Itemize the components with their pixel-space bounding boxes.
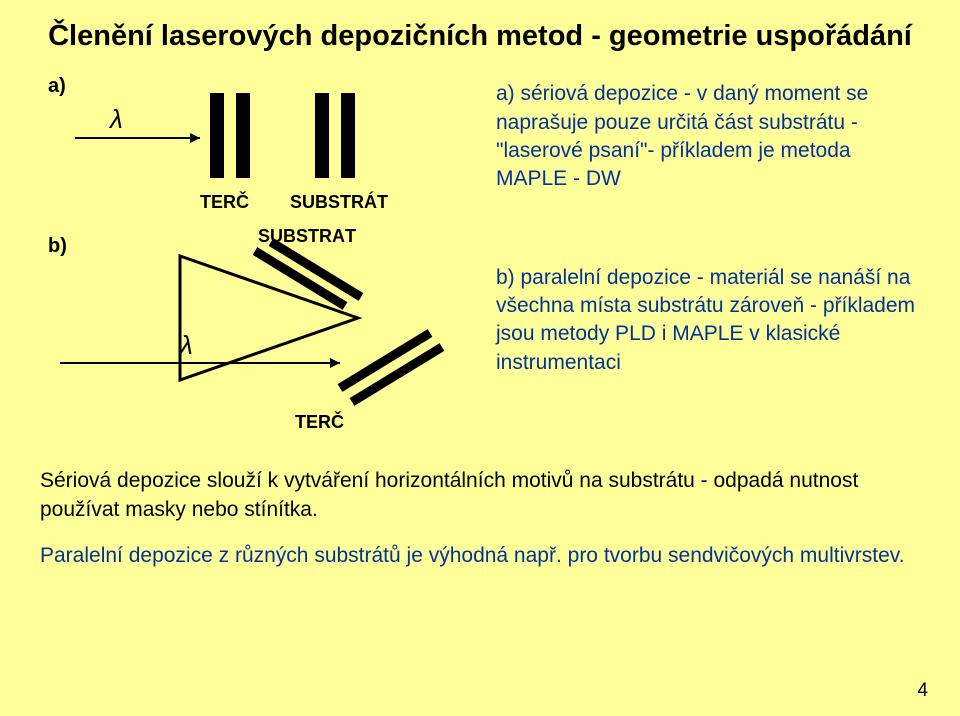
slide-root: Členění laserových depozičních metod - g… xyxy=(0,0,960,716)
bar-a1 xyxy=(210,93,224,178)
substrat-label-b: SUBSTRÁT xyxy=(258,228,356,246)
lambda-b: λ xyxy=(178,330,193,360)
bar-a2 xyxy=(236,93,250,178)
content-row: a) λ TERČ SUBSTRÁT b) SUBSTRÁT xyxy=(40,68,920,443)
text-block-b: b) paralelní depozice - materiál se naná… xyxy=(496,264,920,377)
terc-label-a: TERČ xyxy=(200,191,249,212)
slide-title: Členění laserových depozičních metod - g… xyxy=(40,18,920,54)
laser-arrowhead-b xyxy=(330,358,340,368)
diagram-b-label: b) xyxy=(48,235,67,257)
bottom-text: Sériová depozice slouží k vytváření hori… xyxy=(40,467,920,570)
text-column: a) sériová depozice - v daný moment se n… xyxy=(496,68,920,377)
bottom-p1: Sériová depozice slouží k vytváření hori… xyxy=(40,467,920,524)
laser-arrowhead-a xyxy=(190,133,200,143)
diagram-column: a) λ TERČ SUBSTRÁT b) SUBSTRÁT xyxy=(40,68,470,443)
terc-label-b: TERČ xyxy=(295,411,344,432)
bar-a4 xyxy=(341,93,355,178)
bottom-p2: Paralelní depozice z různých substrátů j… xyxy=(40,542,920,570)
diagram-a-label: a) xyxy=(48,75,66,97)
substrat-label-a: SUBSTRÁT xyxy=(290,191,388,212)
diagram-b: b) SUBSTRÁT λ TERČ xyxy=(40,228,470,438)
diagram-a: a) λ TERČ SUBSTRÁT xyxy=(40,68,470,223)
lambda-a: λ xyxy=(108,104,123,134)
page-number: 4 xyxy=(917,680,928,702)
text-block-a: a) sériová depozice - v daný moment se n… xyxy=(496,80,920,193)
bar-a3 xyxy=(315,93,329,178)
